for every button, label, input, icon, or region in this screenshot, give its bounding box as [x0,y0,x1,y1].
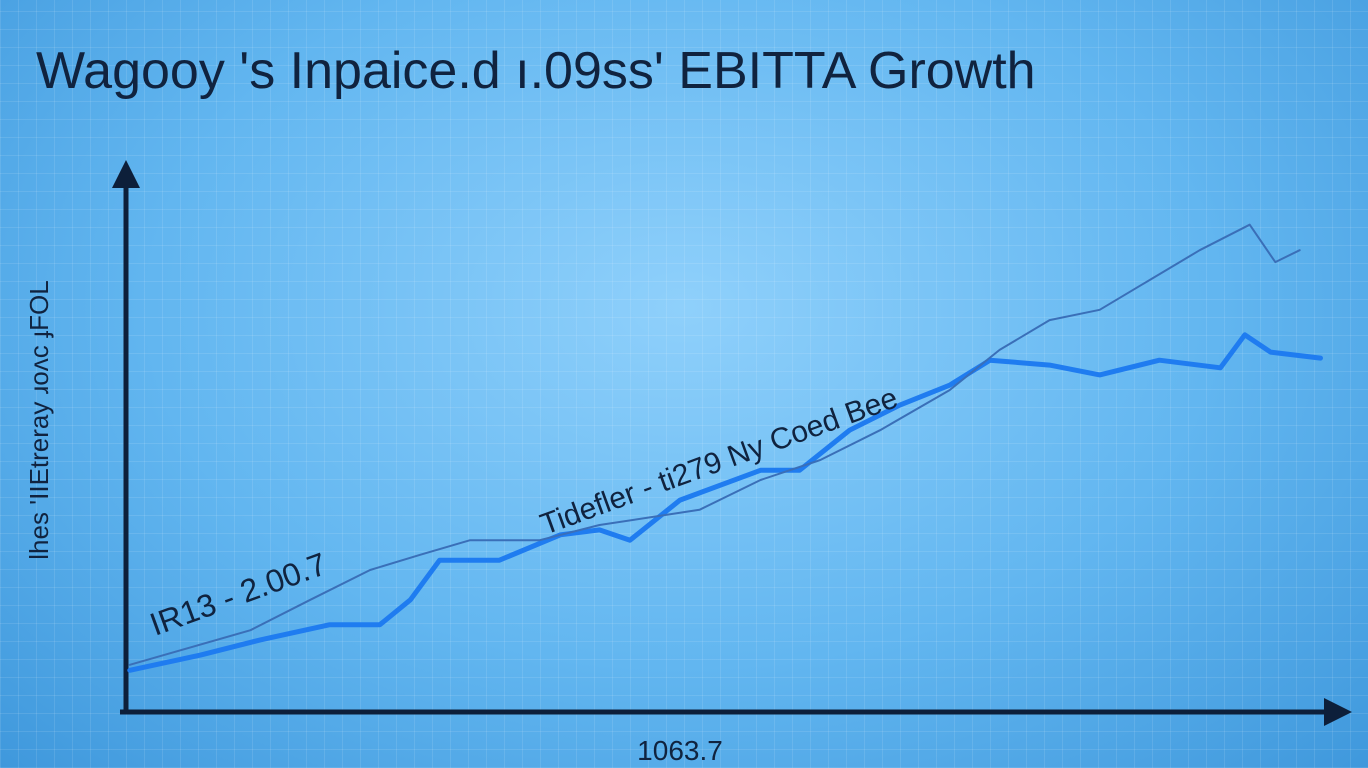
x-axis-arrow [1324,698,1352,726]
data-line [128,223,1301,666]
annotation: Tidefler - ti279 Ny Coed Bee [536,381,902,541]
x-axis-label: 1063.7 [637,735,723,766]
y-axis-arrow [112,160,140,188]
data-line [127,332,1323,673]
chart-title: Wagooy 's Inpaice.d ı.09ss' EBITTA Growt… [36,42,1036,100]
y-axis-label: lhes 'IIEtreray ɹoʌc ɟFOL [24,280,54,560]
